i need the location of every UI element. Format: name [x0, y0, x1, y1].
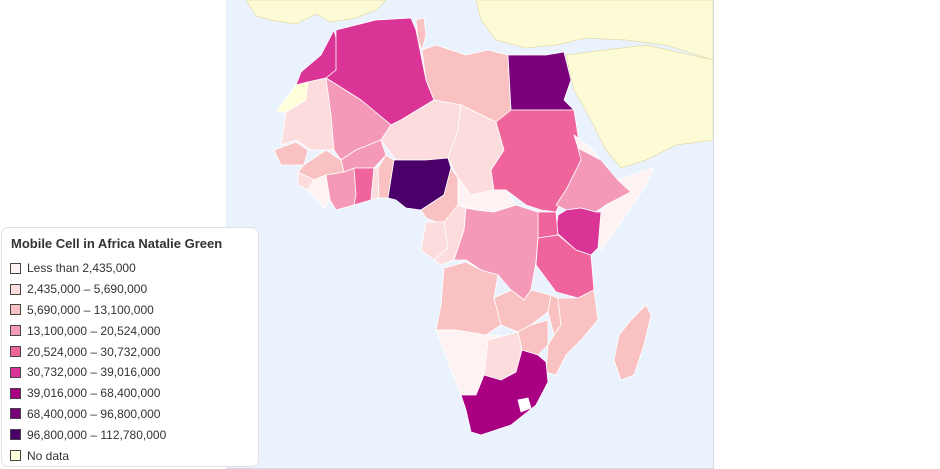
legend-item[interactable]: 30,732,000 – 39,016,000 [10, 362, 258, 383]
country-madagascar[interactable] [613, 304, 652, 381]
country-mozambique[interactable] [545, 289, 599, 376]
legend-label: Less than 2,435,000 [27, 261, 136, 276]
legend-swatch [10, 429, 21, 441]
legend-rows: Less than 2,435,000 2,435,000 – 5,690,00… [10, 258, 258, 466]
country-angola[interactable] [435, 261, 502, 336]
map-canvas[interactable] [226, 0, 713, 468]
legend-item[interactable]: 5,690,000 – 13,100,000 [10, 300, 258, 321]
country-south-africa[interactable] [460, 349, 549, 436]
legend-swatch [10, 283, 21, 295]
country-egypt[interactable] [507, 51, 575, 111]
europe-landmass [245, 0, 387, 25]
legend-label: No data [27, 448, 70, 463]
legend-item[interactable]: 20,524,000 – 30,732,000 [10, 341, 258, 362]
legend-swatch [10, 450, 21, 462]
legend-label: 30,732,000 – 39,016,000 [27, 365, 161, 380]
country-tunisia[interactable] [415, 17, 427, 51]
legend-item[interactable]: 68,400,000 – 96,800,000 [10, 404, 258, 425]
country-ghana[interactable] [353, 167, 375, 206]
legend-item[interactable]: No data [10, 445, 258, 466]
map-legend: Mobile Cell in Africa Natalie Green Less… [1, 227, 259, 467]
legend-swatch [10, 304, 21, 316]
legend-swatch [10, 408, 21, 420]
legend-title: Mobile Cell in Africa Natalie Green [11, 236, 223, 251]
legend-swatch [10, 387, 21, 399]
choropleth-map[interactable] [226, 0, 714, 469]
legend-label: 96,800,000 – 112,780,000 [27, 427, 167, 442]
legend-swatch [10, 325, 21, 337]
country-cote-divoire[interactable] [325, 167, 357, 211]
country-burkina-faso[interactable] [340, 139, 387, 173]
europe-east-landmass [475, 0, 713, 61]
legend-swatch [10, 346, 21, 358]
legend-label: 20,524,000 – 30,732,000 [27, 344, 161, 359]
country-lesotho[interactable] [517, 397, 532, 413]
country-senegal[interactable] [273, 141, 309, 166]
legend-label: 68,400,000 – 96,800,000 [27, 406, 161, 421]
legend-item[interactable]: 2,435,000 – 5,690,000 [10, 279, 258, 300]
legend-item[interactable]: 39,016,000 – 68,400,000 [10, 383, 258, 404]
legend-label: 2,435,000 – 5,690,000 [27, 282, 148, 297]
country-uganda[interactable] [537, 211, 559, 239]
legend-swatch [10, 366, 21, 378]
legend-swatch [10, 262, 21, 274]
country-somalia[interactable] [590, 167, 655, 251]
legend-label: 5,690,000 – 13,100,000 [27, 302, 154, 317]
legend-item[interactable]: 96,800,000 – 112,780,000 [10, 424, 258, 445]
legend-item[interactable]: Less than 2,435,000 [10, 258, 258, 279]
legend-label: 13,100,000 – 20,524,000 [27, 323, 161, 338]
legend-item[interactable]: 13,100,000 – 20,524,000 [10, 320, 258, 341]
legend-label: 39,016,000 – 68,400,000 [27, 386, 161, 401]
arabian-peninsula [565, 44, 713, 169]
